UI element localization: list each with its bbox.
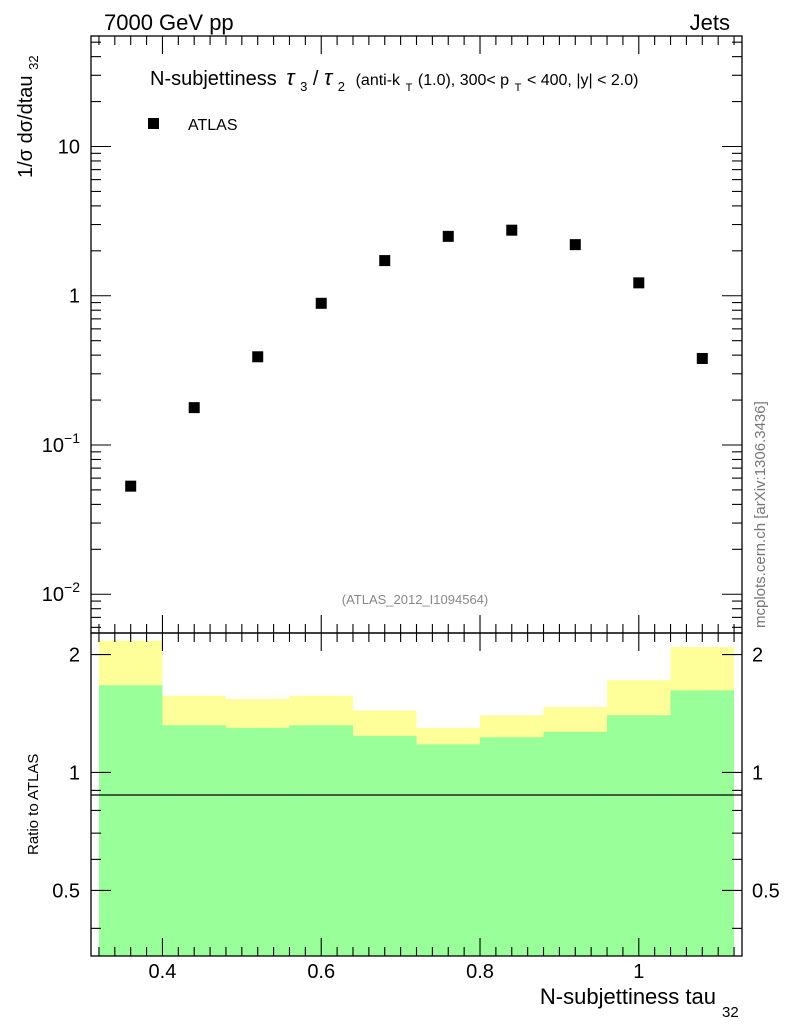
tick-exp: −2 bbox=[64, 579, 80, 595]
ratio-band-inner bbox=[225, 727, 290, 956]
x-tick-label: 0.6 bbox=[307, 961, 335, 983]
title-sub-t2: T bbox=[515, 82, 522, 94]
ratio-band-inner bbox=[543, 731, 608, 956]
analysis-id: (ATLAS_2012_I1094564) bbox=[342, 592, 488, 607]
data-point bbox=[633, 277, 645, 289]
x-tick-label: 1 bbox=[633, 961, 644, 983]
ratio-y-tick-label-right: 2 bbox=[752, 645, 763, 667]
watermark: mcplots.cern.ch [arXiv:1306.3436] bbox=[752, 401, 769, 628]
data-points bbox=[125, 224, 708, 492]
x-axis-label-sub: 32 bbox=[722, 1004, 739, 1021]
x-tick-label: 0.4 bbox=[149, 961, 177, 983]
title-sub-t1: T bbox=[406, 82, 413, 94]
ratio-band-inner bbox=[480, 737, 544, 956]
ratio-y-ticks: 0.5 0.5 1 1 2 2 bbox=[52, 645, 780, 929]
x-tick-label: 0.8 bbox=[466, 961, 494, 983]
title-paren-c: < 400, |y| < 2.0) bbox=[527, 72, 639, 89]
title-slash: / bbox=[313, 68, 319, 90]
ratio-band-inner bbox=[162, 725, 226, 956]
ratio-y-tick-label-right: 0.5 bbox=[752, 880, 780, 902]
y-axis-label: 1/σ dσ/dtau 32 bbox=[15, 55, 41, 178]
x-ticks: 0.4 0.6 0.8 1 bbox=[98, 36, 735, 983]
header-right: Jets bbox=[690, 10, 730, 35]
ratio-band-inner bbox=[289, 725, 353, 956]
header-left: 7000 GeV pp bbox=[104, 10, 234, 35]
main-y-tick-label: 1 bbox=[69, 286, 80, 308]
ratio-y-tick-label-right: 1 bbox=[752, 762, 763, 784]
title-tau2: τ bbox=[324, 65, 334, 90]
ratio-band-inner bbox=[607, 715, 671, 956]
ratio-bands bbox=[98, 640, 735, 956]
ratio-y-tick-label: 1 bbox=[69, 762, 80, 784]
ratio-band-inner bbox=[670, 690, 735, 956]
title-main: N-subjettiness bbox=[150, 68, 277, 90]
ratio-y-tick-label: 2 bbox=[69, 645, 80, 667]
ratio-band-inner bbox=[416, 744, 481, 956]
data-point bbox=[506, 224, 518, 236]
title-tau3: τ bbox=[286, 65, 296, 90]
legend-marker-atlas bbox=[148, 118, 159, 129]
data-point bbox=[125, 480, 137, 492]
ratio-y-axis-label: Ratio to ATLAS bbox=[25, 754, 42, 855]
main-y-tick-label: 10 bbox=[58, 136, 80, 158]
chart-title: N-subjettiness τ 3 / τ 2 (anti-k T (1.0)… bbox=[150, 65, 638, 96]
tick-base: 10 bbox=[42, 584, 64, 606]
data-point bbox=[696, 352, 708, 364]
main-y-tick-label: 10−2 bbox=[42, 579, 80, 606]
tick-base: 10 bbox=[42, 435, 64, 457]
x-axis-label-text: N-subjettiness tau bbox=[540, 984, 716, 1009]
tick-exp: −1 bbox=[64, 430, 80, 446]
title-sub2: 2 bbox=[338, 79, 345, 94]
main-y-tick-label: 10−1 bbox=[42, 430, 80, 457]
x-axis-label: N-subjettiness tau bbox=[540, 984, 716, 1009]
data-point bbox=[315, 297, 327, 309]
ratio-y-tick-label: 0.5 bbox=[52, 880, 80, 902]
ratio-band-inner bbox=[352, 735, 417, 956]
y-axis-label-sub: 32 bbox=[26, 55, 41, 69]
legend-label-atlas: ATLAS bbox=[188, 117, 238, 134]
title-paren-b: (1.0), 300< p bbox=[418, 72, 509, 89]
data-point bbox=[442, 230, 454, 242]
y-axis-label-text: 1/σ dσ/dtau bbox=[15, 75, 37, 178]
data-point bbox=[188, 402, 200, 414]
data-point bbox=[252, 351, 264, 363]
ratio-band-inner bbox=[98, 685, 163, 956]
data-point bbox=[379, 255, 391, 267]
title-sub3: 3 bbox=[300, 79, 307, 94]
data-point bbox=[569, 239, 581, 251]
title-paren-a: (anti-k bbox=[356, 72, 401, 89]
